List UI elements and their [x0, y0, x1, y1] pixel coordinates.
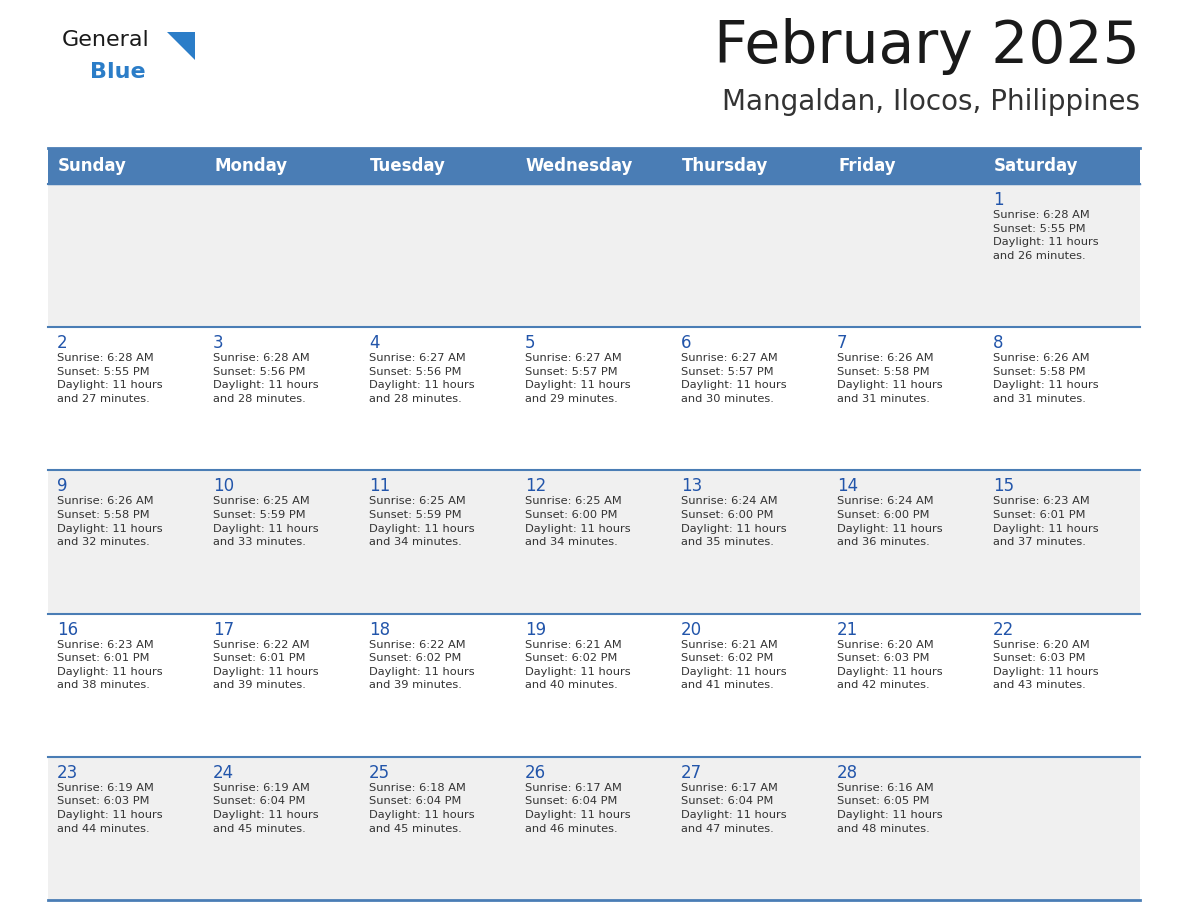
Text: Sunrise: 6:26 AM
Sunset: 5:58 PM
Daylight: 11 hours
and 31 minutes.: Sunrise: 6:26 AM Sunset: 5:58 PM Dayligh…: [993, 353, 1099, 404]
Text: Sunrise: 6:24 AM
Sunset: 6:00 PM
Daylight: 11 hours
and 35 minutes.: Sunrise: 6:24 AM Sunset: 6:00 PM Dayligh…: [681, 497, 786, 547]
Text: 11: 11: [369, 477, 390, 496]
Text: Saturday: Saturday: [994, 157, 1079, 175]
Text: Sunrise: 6:22 AM
Sunset: 6:02 PM
Daylight: 11 hours
and 39 minutes.: Sunrise: 6:22 AM Sunset: 6:02 PM Dayligh…: [369, 640, 475, 690]
Text: Sunrise: 6:22 AM
Sunset: 6:01 PM
Daylight: 11 hours
and 39 minutes.: Sunrise: 6:22 AM Sunset: 6:01 PM Dayligh…: [213, 640, 318, 690]
Text: Sunrise: 6:28 AM
Sunset: 5:56 PM
Daylight: 11 hours
and 28 minutes.: Sunrise: 6:28 AM Sunset: 5:56 PM Dayligh…: [213, 353, 318, 404]
Text: 27: 27: [681, 764, 702, 782]
Text: 25: 25: [369, 764, 390, 782]
Text: 17: 17: [213, 621, 234, 639]
Polygon shape: [168, 32, 195, 60]
Text: Thursday: Thursday: [682, 157, 769, 175]
Bar: [984, 148, 1140, 184]
Bar: [672, 148, 828, 184]
Text: 20: 20: [681, 621, 702, 639]
Text: 24: 24: [213, 764, 234, 782]
Text: Sunrise: 6:26 AM
Sunset: 5:58 PM
Daylight: 11 hours
and 31 minutes.: Sunrise: 6:26 AM Sunset: 5:58 PM Dayligh…: [838, 353, 942, 404]
Text: Sunrise: 6:24 AM
Sunset: 6:00 PM
Daylight: 11 hours
and 36 minutes.: Sunrise: 6:24 AM Sunset: 6:00 PM Dayligh…: [838, 497, 942, 547]
Text: 5: 5: [525, 334, 536, 353]
Text: Tuesday: Tuesday: [369, 157, 446, 175]
Text: Wednesday: Wednesday: [526, 157, 633, 175]
Text: Sunrise: 6:23 AM
Sunset: 6:01 PM
Daylight: 11 hours
and 38 minutes.: Sunrise: 6:23 AM Sunset: 6:01 PM Dayligh…: [57, 640, 163, 690]
Text: Sunrise: 6:17 AM
Sunset: 6:04 PM
Daylight: 11 hours
and 46 minutes.: Sunrise: 6:17 AM Sunset: 6:04 PM Dayligh…: [525, 783, 631, 834]
Text: 13: 13: [681, 477, 702, 496]
Text: 19: 19: [525, 621, 546, 639]
Text: February 2025: February 2025: [714, 18, 1140, 75]
Text: Sunrise: 6:20 AM
Sunset: 6:03 PM
Daylight: 11 hours
and 42 minutes.: Sunrise: 6:20 AM Sunset: 6:03 PM Dayligh…: [838, 640, 942, 690]
Text: Sunrise: 6:23 AM
Sunset: 6:01 PM
Daylight: 11 hours
and 37 minutes.: Sunrise: 6:23 AM Sunset: 6:01 PM Dayligh…: [993, 497, 1099, 547]
Text: 4: 4: [369, 334, 379, 353]
Text: 18: 18: [369, 621, 390, 639]
Text: 28: 28: [838, 764, 858, 782]
Bar: [48, 148, 204, 184]
Text: Sunrise: 6:28 AM
Sunset: 5:55 PM
Daylight: 11 hours
and 26 minutes.: Sunrise: 6:28 AM Sunset: 5:55 PM Dayligh…: [993, 210, 1099, 261]
Text: 7: 7: [838, 334, 847, 353]
Text: 23: 23: [57, 764, 78, 782]
Text: General: General: [62, 30, 150, 50]
Text: 1: 1: [993, 191, 1004, 209]
Bar: [48, 613, 1140, 756]
Text: Sunrise: 6:19 AM
Sunset: 6:04 PM
Daylight: 11 hours
and 45 minutes.: Sunrise: 6:19 AM Sunset: 6:04 PM Dayligh…: [213, 783, 318, 834]
Text: Sunrise: 6:19 AM
Sunset: 6:03 PM
Daylight: 11 hours
and 44 minutes.: Sunrise: 6:19 AM Sunset: 6:03 PM Dayligh…: [57, 783, 163, 834]
Text: Sunrise: 6:17 AM
Sunset: 6:04 PM
Daylight: 11 hours
and 47 minutes.: Sunrise: 6:17 AM Sunset: 6:04 PM Dayligh…: [681, 783, 786, 834]
Text: 3: 3: [213, 334, 223, 353]
Text: 16: 16: [57, 621, 78, 639]
Text: 14: 14: [838, 477, 858, 496]
Text: 22: 22: [993, 621, 1015, 639]
Text: 21: 21: [838, 621, 858, 639]
Text: Sunrise: 6:25 AM
Sunset: 6:00 PM
Daylight: 11 hours
and 34 minutes.: Sunrise: 6:25 AM Sunset: 6:00 PM Dayligh…: [525, 497, 631, 547]
Text: Sunrise: 6:20 AM
Sunset: 6:03 PM
Daylight: 11 hours
and 43 minutes.: Sunrise: 6:20 AM Sunset: 6:03 PM Dayligh…: [993, 640, 1099, 690]
Bar: [48, 327, 1140, 470]
Bar: [516, 148, 672, 184]
Text: Blue: Blue: [90, 62, 146, 82]
Text: 12: 12: [525, 477, 546, 496]
Text: 26: 26: [525, 764, 546, 782]
Text: 8: 8: [993, 334, 1004, 353]
Bar: [48, 470, 1140, 613]
Text: Sunrise: 6:21 AM
Sunset: 6:02 PM
Daylight: 11 hours
and 40 minutes.: Sunrise: 6:21 AM Sunset: 6:02 PM Dayligh…: [525, 640, 631, 690]
Bar: [48, 184, 1140, 327]
Text: Sunrise: 6:25 AM
Sunset: 5:59 PM
Daylight: 11 hours
and 34 minutes.: Sunrise: 6:25 AM Sunset: 5:59 PM Dayligh…: [369, 497, 475, 547]
Text: 6: 6: [681, 334, 691, 353]
Bar: [828, 148, 984, 184]
Text: Sunrise: 6:16 AM
Sunset: 6:05 PM
Daylight: 11 hours
and 48 minutes.: Sunrise: 6:16 AM Sunset: 6:05 PM Dayligh…: [838, 783, 942, 834]
Bar: [48, 756, 1140, 900]
Text: 2: 2: [57, 334, 68, 353]
Text: 15: 15: [993, 477, 1015, 496]
Text: 10: 10: [213, 477, 234, 496]
Text: Friday: Friday: [838, 157, 896, 175]
Text: Sunrise: 6:27 AM
Sunset: 5:56 PM
Daylight: 11 hours
and 28 minutes.: Sunrise: 6:27 AM Sunset: 5:56 PM Dayligh…: [369, 353, 475, 404]
Text: Sunrise: 6:18 AM
Sunset: 6:04 PM
Daylight: 11 hours
and 45 minutes.: Sunrise: 6:18 AM Sunset: 6:04 PM Dayligh…: [369, 783, 475, 834]
Text: Sunday: Sunday: [58, 157, 127, 175]
Text: Sunrise: 6:27 AM
Sunset: 5:57 PM
Daylight: 11 hours
and 30 minutes.: Sunrise: 6:27 AM Sunset: 5:57 PM Dayligh…: [681, 353, 786, 404]
Text: Sunrise: 6:28 AM
Sunset: 5:55 PM
Daylight: 11 hours
and 27 minutes.: Sunrise: 6:28 AM Sunset: 5:55 PM Dayligh…: [57, 353, 163, 404]
Text: Monday: Monday: [214, 157, 287, 175]
Text: Mangaldan, Ilocos, Philippines: Mangaldan, Ilocos, Philippines: [722, 88, 1140, 116]
Bar: [360, 148, 516, 184]
Text: Sunrise: 6:25 AM
Sunset: 5:59 PM
Daylight: 11 hours
and 33 minutes.: Sunrise: 6:25 AM Sunset: 5:59 PM Dayligh…: [213, 497, 318, 547]
Text: 9: 9: [57, 477, 68, 496]
Text: Sunrise: 6:27 AM
Sunset: 5:57 PM
Daylight: 11 hours
and 29 minutes.: Sunrise: 6:27 AM Sunset: 5:57 PM Dayligh…: [525, 353, 631, 404]
Bar: [204, 148, 360, 184]
Text: Sunrise: 6:26 AM
Sunset: 5:58 PM
Daylight: 11 hours
and 32 minutes.: Sunrise: 6:26 AM Sunset: 5:58 PM Dayligh…: [57, 497, 163, 547]
Text: Sunrise: 6:21 AM
Sunset: 6:02 PM
Daylight: 11 hours
and 41 minutes.: Sunrise: 6:21 AM Sunset: 6:02 PM Dayligh…: [681, 640, 786, 690]
